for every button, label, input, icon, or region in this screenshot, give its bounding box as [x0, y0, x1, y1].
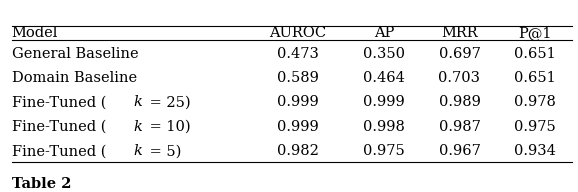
Text: 0.464: 0.464 [364, 71, 405, 85]
Text: AP: AP [374, 26, 394, 40]
Text: 0.978: 0.978 [514, 95, 555, 109]
Text: 0.975: 0.975 [364, 144, 405, 158]
Text: 0.999: 0.999 [364, 95, 405, 109]
Text: Model: Model [12, 26, 58, 40]
Text: 0.998: 0.998 [364, 120, 405, 134]
Text: k: k [134, 95, 142, 109]
Text: 0.975: 0.975 [514, 120, 555, 134]
Text: AUROC: AUROC [269, 26, 327, 40]
Text: P@1: P@1 [518, 26, 551, 40]
Text: = 5): = 5) [144, 144, 181, 158]
Text: = 25): = 25) [144, 95, 190, 109]
Text: 0.651: 0.651 [514, 47, 555, 61]
Text: 0.989: 0.989 [439, 95, 480, 109]
Text: Fine-Tuned (k = 5): Fine-Tuned (k = 5) [12, 144, 151, 158]
Text: Table 2: Table 2 [12, 177, 71, 191]
Text: 0.697: 0.697 [439, 47, 480, 61]
Text: Fine-Tuned (: Fine-Tuned ( [12, 120, 106, 134]
Text: 0.473: 0.473 [277, 47, 319, 61]
Text: Fine-Tuned (k = 25): Fine-Tuned (k = 25) [12, 95, 161, 109]
Text: Fine-Tuned (: Fine-Tuned ( [12, 95, 106, 109]
Text: 0.934: 0.934 [514, 144, 555, 158]
Text: 0.651: 0.651 [514, 71, 555, 85]
Text: MRR: MRR [441, 26, 478, 40]
Text: Domain Baseline: Domain Baseline [12, 71, 136, 85]
Text: Fine-Tuned (: Fine-Tuned ( [12, 144, 106, 158]
Text: 0.987: 0.987 [439, 120, 480, 134]
Text: 0.703: 0.703 [439, 71, 480, 85]
Text: k: k [134, 144, 142, 158]
Text: 0.999: 0.999 [277, 120, 319, 134]
Text: = 10): = 10) [144, 120, 190, 134]
Text: 0.350: 0.350 [364, 47, 405, 61]
Text: 0.967: 0.967 [439, 144, 480, 158]
Text: Fine-Tuned (k = 10): Fine-Tuned (k = 10) [12, 120, 161, 134]
Text: 0.589: 0.589 [277, 71, 319, 85]
Text: General Baseline: General Baseline [12, 47, 138, 61]
Text: k: k [134, 120, 142, 134]
Text: 0.999: 0.999 [277, 95, 319, 109]
Text: 0.982: 0.982 [277, 144, 319, 158]
